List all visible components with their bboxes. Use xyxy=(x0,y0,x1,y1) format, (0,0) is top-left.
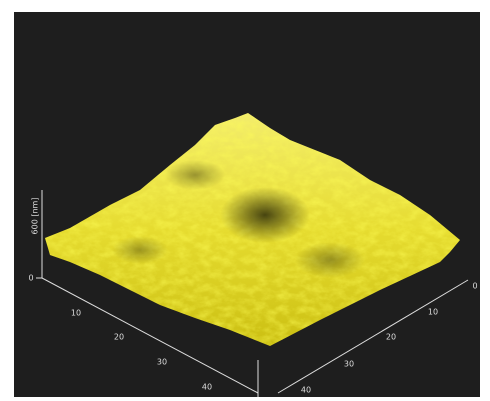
right-tick-label: 30 xyxy=(344,360,354,369)
right-tick-label: 20 xyxy=(386,333,396,342)
right-tick-label: 40 xyxy=(301,386,311,395)
left-tick-label: 30 xyxy=(157,358,167,367)
page: 600 [nm] 0 10 20 30 40 0 10 20 30 40 (()… xyxy=(0,0,490,397)
z-tick-label: 0 xyxy=(28,274,33,283)
right-tick-label: 10 xyxy=(428,308,438,317)
left-tick-label: 40 xyxy=(202,383,212,392)
left-tick-label: 20 xyxy=(114,333,124,342)
right-tick-label: 0 xyxy=(472,282,477,291)
afm-image: 600 [nm] 0 10 20 30 40 0 10 20 30 40 xyxy=(0,0,490,397)
left-tick-label: 10 xyxy=(71,309,81,318)
z-axis-label: 600 [nm] xyxy=(31,198,40,235)
